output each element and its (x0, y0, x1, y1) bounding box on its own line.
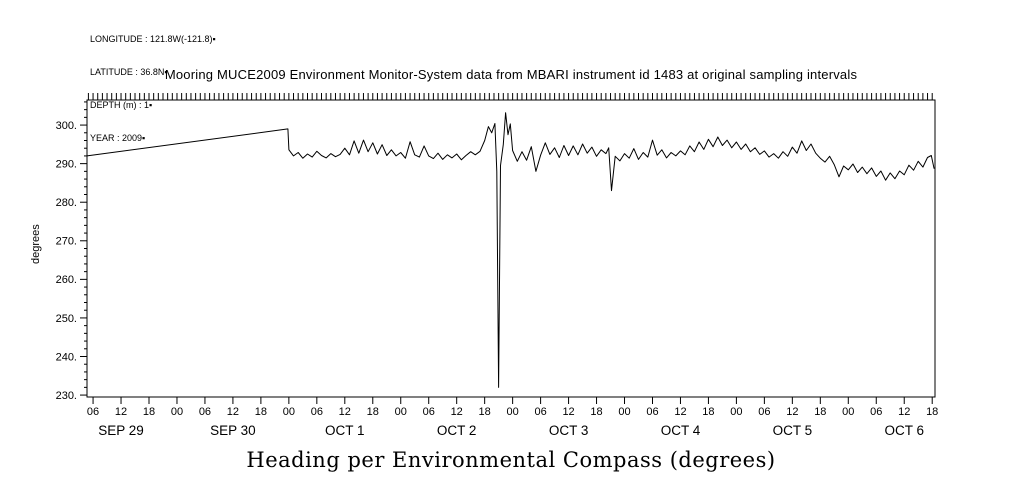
day-label: OCT 1 (325, 423, 365, 438)
x-tick-label: 06 (311, 406, 323, 418)
metadata-line-year: YEAR : 2009▪ (90, 133, 146, 143)
y-tick-label: 240. (56, 351, 77, 363)
x-tick-label: 06 (646, 406, 658, 418)
x-tick-label: 00 (842, 406, 854, 418)
plot-frame (86, 99, 936, 398)
x-tick-label: 12 (898, 406, 910, 418)
x-tick-label: 12 (227, 406, 239, 418)
x-tick-label: 18 (479, 406, 491, 418)
x-tick-label: 00 (395, 406, 407, 418)
metadata-line-depth: DEPTH (m) : 1▪ (90, 100, 153, 110)
data-series-line (86, 112, 935, 388)
y-tick-label: 280. (56, 197, 77, 209)
x-tick-label: 18 (926, 406, 938, 418)
x-tick-label: 06 (758, 406, 770, 418)
x-tick-label: 18 (367, 406, 379, 418)
chart-title: Mooring MUCE2009 Environment Monitor-Sys… (164, 67, 858, 82)
x-tick-label: 18 (702, 406, 714, 418)
day-label: OCT 3 (549, 423, 589, 438)
y-tick-label: 300. (56, 120, 77, 132)
day-label: OCT 2 (437, 423, 477, 438)
x-tick-label: 06 (423, 406, 435, 418)
x-tick-label: 18 (143, 406, 155, 418)
day-label: OCT 6 (884, 423, 924, 438)
metadata-block: LONGITUDE : 121.8W(-121.8)▪ LATITUDE : 3… (90, 12, 216, 155)
x-tick-label: 18 (255, 406, 267, 418)
x-tick-label: 18 (590, 406, 602, 418)
metadata-line-longitude: LONGITUDE : 121.8W(-121.8)▪ (90, 34, 216, 44)
day-label: OCT 4 (661, 423, 701, 438)
day-label: SEP 30 (210, 423, 256, 438)
y-tick-label: 230. (56, 390, 77, 402)
metadata-line-latitude: LATITUDE : 36.8N▪ (90, 67, 168, 77)
x-tick-label: 00 (618, 406, 630, 418)
x-tick-label: 06 (87, 406, 99, 418)
x-tick-label: 12 (786, 406, 798, 418)
day-label: OCT 5 (773, 423, 813, 438)
x-tick-label: 12 (562, 406, 574, 418)
x-tick-label: 00 (283, 406, 295, 418)
day-label: SEP 29 (98, 423, 144, 438)
y-tick-label: 250. (56, 313, 77, 325)
y-tick-label: 270. (56, 236, 77, 248)
x-tick-label: 06 (199, 406, 211, 418)
x-tick-label: 12 (339, 406, 351, 418)
x-tick-label: 00 (730, 406, 742, 418)
x-tick-label: 12 (115, 406, 127, 418)
x-axis-title: Heading per Environmental Compass (degre… (246, 448, 776, 472)
x-tick-label: 18 (814, 406, 826, 418)
x-tick-label: 06 (534, 406, 546, 418)
y-tick-label: 290. (56, 158, 77, 170)
x-tick-label: 12 (451, 406, 463, 418)
y-tick-label: 260. (56, 274, 77, 286)
x-tick-label: 12 (674, 406, 686, 418)
x-tick-label: 00 (171, 406, 183, 418)
x-tick-label: 06 (870, 406, 882, 418)
x-tick-label: 00 (507, 406, 519, 418)
